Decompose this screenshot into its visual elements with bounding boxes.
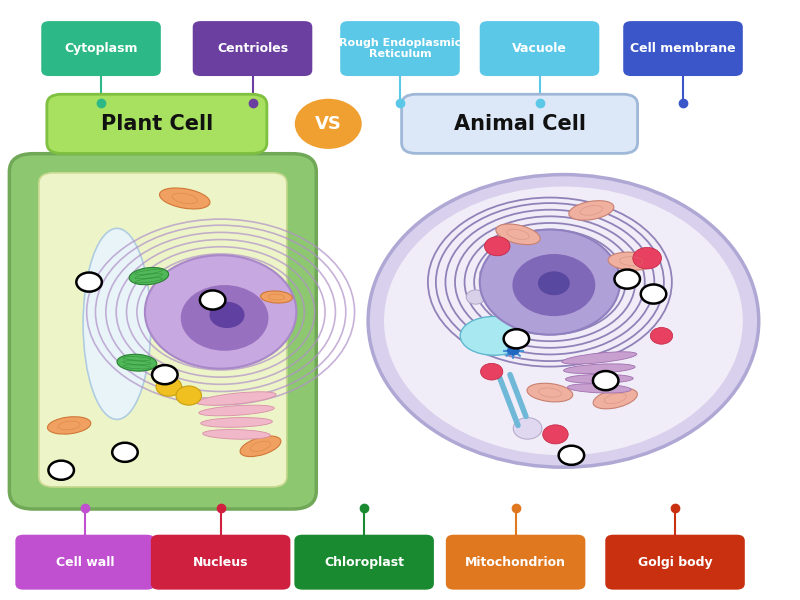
FancyBboxPatch shape: [340, 21, 460, 76]
Text: Vacuole: Vacuole: [512, 42, 567, 55]
Circle shape: [200, 290, 226, 310]
FancyBboxPatch shape: [480, 21, 599, 76]
Circle shape: [641, 284, 666, 304]
Ellipse shape: [197, 392, 276, 405]
Circle shape: [650, 328, 673, 344]
Circle shape: [112, 443, 138, 462]
Text: Plant Cell: Plant Cell: [101, 114, 213, 134]
FancyBboxPatch shape: [446, 535, 586, 590]
Text: VS: VS: [315, 115, 342, 133]
Circle shape: [593, 371, 618, 390]
Text: Chloroplast: Chloroplast: [324, 556, 404, 569]
Circle shape: [145, 255, 296, 368]
Circle shape: [466, 290, 486, 304]
FancyBboxPatch shape: [151, 535, 290, 590]
Circle shape: [384, 187, 743, 455]
FancyBboxPatch shape: [39, 173, 286, 487]
FancyBboxPatch shape: [606, 535, 745, 590]
Text: Nucleus: Nucleus: [193, 556, 248, 569]
FancyBboxPatch shape: [47, 94, 267, 154]
Circle shape: [507, 346, 519, 356]
Ellipse shape: [199, 405, 274, 416]
Text: Animal Cell: Animal Cell: [454, 114, 586, 134]
Ellipse shape: [117, 354, 157, 371]
Text: Centrioles: Centrioles: [217, 42, 288, 55]
Ellipse shape: [496, 224, 540, 245]
Ellipse shape: [201, 418, 273, 427]
Circle shape: [480, 268, 493, 278]
FancyBboxPatch shape: [402, 94, 638, 154]
FancyBboxPatch shape: [15, 535, 155, 590]
Circle shape: [480, 230, 620, 335]
FancyBboxPatch shape: [623, 21, 743, 76]
Circle shape: [481, 364, 503, 380]
Circle shape: [210, 302, 245, 328]
Ellipse shape: [608, 252, 654, 270]
Ellipse shape: [460, 316, 528, 355]
Circle shape: [152, 365, 178, 384]
Circle shape: [513, 254, 595, 316]
Ellipse shape: [569, 200, 614, 220]
Ellipse shape: [159, 188, 210, 209]
Circle shape: [76, 272, 102, 292]
Ellipse shape: [563, 364, 635, 374]
Circle shape: [558, 446, 584, 465]
Circle shape: [633, 247, 662, 269]
Circle shape: [176, 386, 202, 405]
Circle shape: [49, 461, 74, 480]
Ellipse shape: [567, 384, 631, 393]
Circle shape: [504, 329, 529, 349]
Ellipse shape: [562, 352, 637, 364]
Ellipse shape: [83, 229, 151, 419]
Ellipse shape: [527, 383, 573, 402]
Ellipse shape: [261, 291, 292, 303]
Text: Mitochondrion: Mitochondrion: [465, 556, 566, 569]
Ellipse shape: [240, 436, 281, 457]
Ellipse shape: [202, 430, 270, 439]
Text: Cell wall: Cell wall: [56, 556, 114, 569]
FancyBboxPatch shape: [42, 21, 161, 76]
Circle shape: [368, 175, 758, 467]
Ellipse shape: [47, 417, 91, 434]
Text: Cytoplasm: Cytoplasm: [64, 42, 138, 55]
Ellipse shape: [129, 268, 169, 285]
Circle shape: [181, 285, 269, 351]
Circle shape: [538, 271, 570, 295]
Circle shape: [294, 99, 362, 149]
Circle shape: [156, 377, 182, 396]
Ellipse shape: [566, 374, 633, 383]
Circle shape: [485, 236, 510, 256]
Circle shape: [614, 269, 640, 289]
Text: Cell membrane: Cell membrane: [630, 42, 736, 55]
Text: Rough Endoplasmic
Reticulum: Rough Endoplasmic Reticulum: [339, 38, 461, 59]
Circle shape: [514, 418, 542, 439]
FancyBboxPatch shape: [10, 154, 316, 509]
Circle shape: [542, 425, 568, 444]
Text: Golgi body: Golgi body: [638, 556, 712, 569]
FancyBboxPatch shape: [193, 21, 312, 76]
Ellipse shape: [593, 388, 638, 409]
FancyBboxPatch shape: [294, 535, 434, 590]
